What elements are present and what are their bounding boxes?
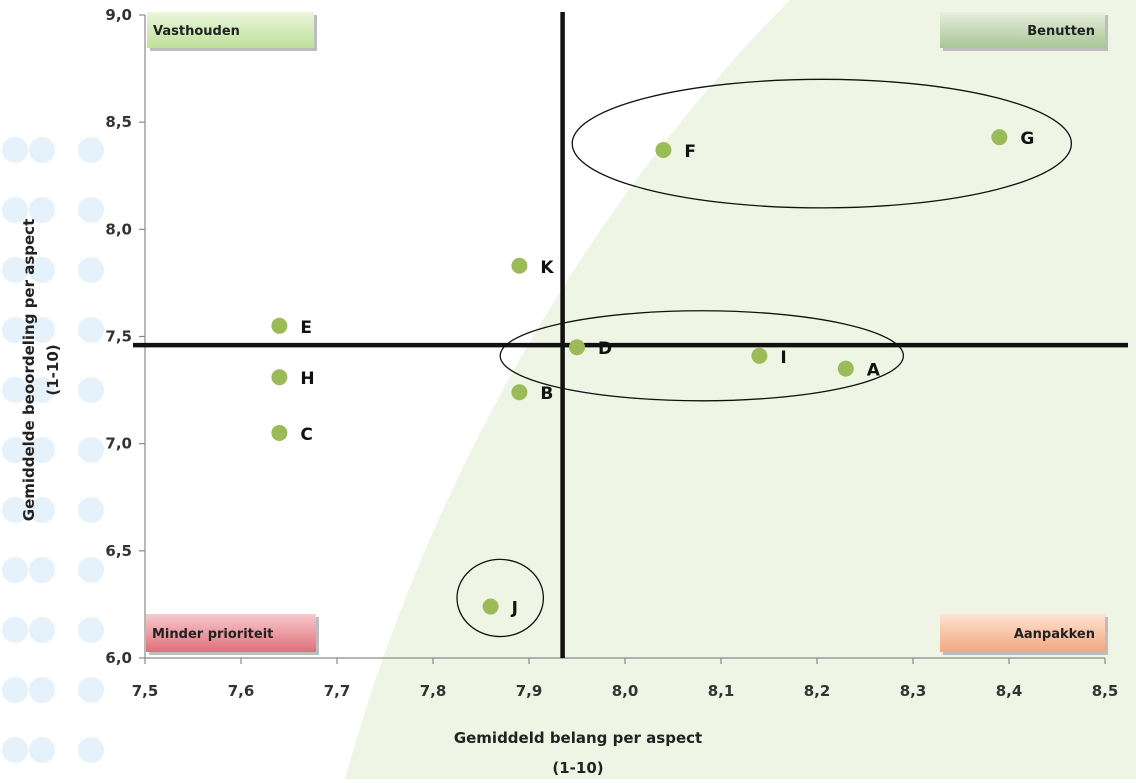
x-tick-label: 7,8 — [420, 682, 447, 700]
background-dot — [2, 377, 28, 403]
quadrant-labels: Vasthouden Benutten Minder prioriteit Aanpa… — [146, 12, 1108, 655]
point-label-J: J — [511, 599, 518, 619]
x-tick-label: 8,1 — [708, 682, 735, 700]
point-label-D: D — [598, 339, 612, 359]
background-dot — [2, 437, 28, 463]
point-label-K: K — [540, 258, 554, 278]
data-points: A B C D E F G H I J K — [271, 129, 1034, 619]
x-tick-label: 8,0 — [612, 682, 639, 700]
x-tick-label: 7,7 — [324, 682, 351, 700]
background-dot — [29, 377, 55, 403]
axes: 6,0 6,5 7,0 7,5 8,0 8,5 9,0 7,5 7,6 7,7 7,8 7,9 8,0 8… — [105, 6, 1118, 700]
background-dot — [78, 677, 104, 703]
quadrant-label-benutten: Benutten — [1027, 24, 1095, 39]
background-dot — [29, 677, 55, 703]
background-dot — [2, 197, 28, 223]
x-axis-unit: (1-10) — [552, 759, 603, 777]
highlight-ellipses — [456, 78, 1073, 638]
background-dot — [78, 557, 104, 583]
y-tick-label: 7,0 — [105, 435, 132, 453]
y-axis-unit: (1-10) — [44, 344, 62, 395]
background-dot — [78, 317, 104, 343]
y-tick-label: 6,0 — [105, 649, 132, 667]
x-tick-label: 7,6 — [228, 682, 255, 700]
point-label-H: H — [300, 369, 314, 389]
background-dot — [29, 737, 55, 763]
background-shape — [345, 0, 1136, 779]
background-dot — [2, 257, 28, 283]
point-C — [271, 424, 288, 441]
background-dot — [78, 137, 104, 163]
background-dot — [2, 317, 28, 343]
y-tick-label: 8,0 — [105, 220, 132, 238]
y-tick-label: 6,5 — [105, 542, 132, 560]
y-tick-label: 8,5 — [105, 113, 132, 131]
x-tick-label: 8,4 — [996, 682, 1023, 700]
point-I — [751, 347, 768, 364]
background-dot — [78, 497, 104, 523]
quadrant-box-minder-prioriteit — [146, 614, 316, 652]
point-J — [482, 598, 499, 615]
background-dot — [2, 137, 28, 163]
reference-lines — [133, 12, 1128, 658]
background-dot — [29, 197, 55, 223]
quadrant-label-vasthouden: Vasthouden — [153, 24, 240, 39]
x-axis-title: Gemiddeld belang per aspect — [454, 729, 702, 747]
point-label-E: E — [300, 318, 312, 338]
point-A — [837, 360, 854, 377]
quadrant-box-benutten — [940, 12, 1105, 48]
quadrant-box-vasthouden — [147, 12, 314, 48]
point-K — [511, 257, 528, 274]
background-dot — [29, 437, 55, 463]
y-axis-title: Gemiddelde beoordeling per aspect — [20, 219, 38, 521]
y-tick-label: 9,0 — [105, 6, 132, 24]
background-dot — [78, 197, 104, 223]
background-dot — [29, 137, 55, 163]
point-H — [271, 369, 288, 386]
x-tick-label: 7,9 — [516, 682, 543, 700]
y-tick-label: 7,5 — [105, 328, 132, 346]
background-dot — [29, 617, 55, 643]
background-dot — [78, 437, 104, 463]
background-dot — [29, 557, 55, 583]
point-D — [569, 339, 585, 356]
background-dot — [78, 617, 104, 643]
background-dot — [2, 497, 28, 523]
point-label-A: A — [867, 361, 881, 381]
background-dot — [78, 257, 104, 283]
point-E — [271, 317, 288, 334]
point-label-F: F — [684, 142, 696, 162]
background-dot — [78, 377, 104, 403]
point-label-B: B — [540, 384, 553, 404]
background-dot — [2, 677, 28, 703]
quadrant-label-minder-prioriteit: Minder prioriteit — [152, 627, 273, 642]
point-label-G: G — [1020, 129, 1034, 149]
x-tick-label: 8,2 — [804, 682, 831, 700]
background-dot — [2, 617, 28, 643]
background-dot — [2, 557, 28, 583]
background-dot — [29, 317, 55, 343]
highlight-ellipse — [456, 558, 545, 638]
point-G — [991, 129, 1008, 146]
x-tick-label: 7,5 — [132, 682, 159, 700]
background-dot — [29, 257, 55, 283]
x-tick-label: 8,5 — [1092, 682, 1119, 700]
point-F — [655, 142, 672, 159]
point-B — [511, 384, 528, 401]
quadrant-box-aanpakken — [940, 614, 1105, 652]
highlight-ellipse — [499, 310, 905, 402]
background-dot — [29, 497, 55, 523]
highlight-ellipse — [571, 78, 1073, 209]
background-dot — [78, 737, 104, 763]
quadrant-label-aanpakken: Aanpakken — [1014, 627, 1095, 642]
x-tick-label: 8,3 — [900, 682, 927, 700]
background-dot — [2, 737, 28, 763]
point-label-I: I — [780, 348, 786, 368]
point-label-C: C — [300, 425, 312, 445]
